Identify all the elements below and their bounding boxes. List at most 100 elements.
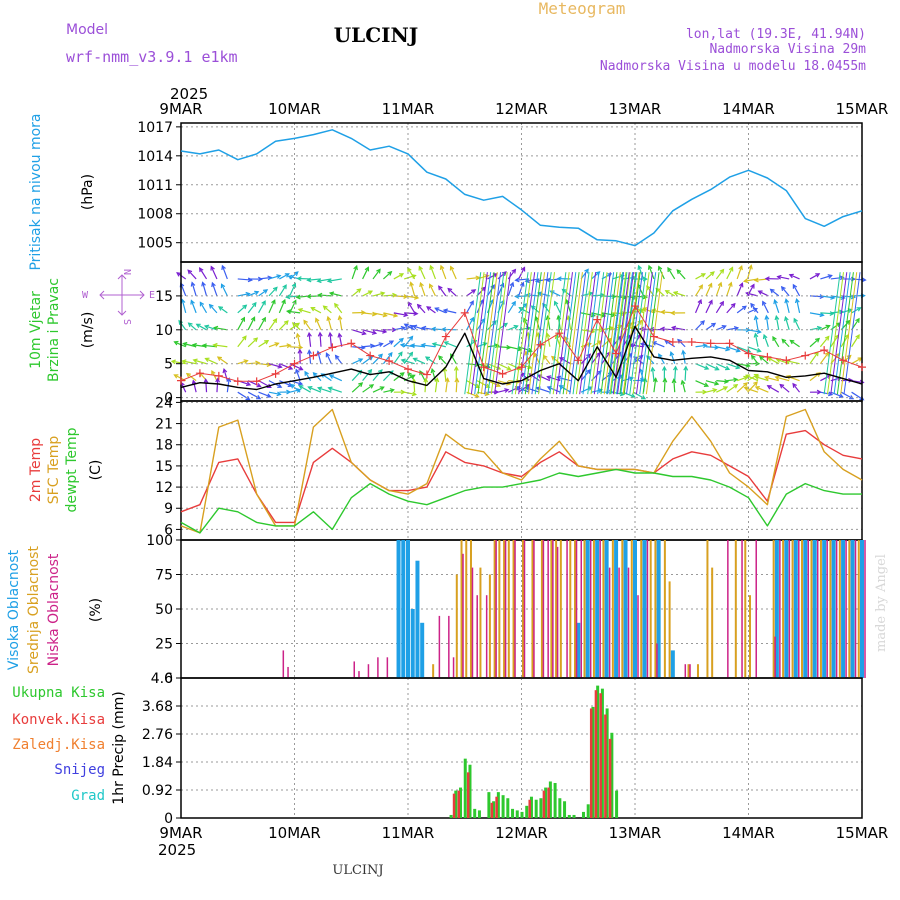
wind-arrow-head — [191, 342, 197, 348]
wind-arrow-head — [667, 266, 672, 273]
wind-arrow-head — [216, 356, 222, 361]
wind-arrow — [779, 384, 790, 393]
wind-panel: 0 5 10 15 10m Vjetar Brzina i Pravac (m/s) W E N S — [28, 261, 867, 407]
wind-arrow — [327, 316, 332, 330]
wind-arrow-head — [721, 325, 727, 330]
wind-arrow-head — [641, 395, 647, 400]
wind-arrow-head — [743, 386, 749, 392]
gust-marker — [763, 352, 772, 361]
precip-legend-label: Snijeg — [54, 762, 105, 778]
wind-arrow-head — [356, 288, 362, 293]
wind-arrow — [476, 380, 490, 388]
wind-arrow — [745, 374, 759, 382]
wind-arrow-head — [423, 377, 429, 383]
wind-arrow-strong — [590, 272, 608, 395]
wind-arrow-head — [298, 385, 304, 390]
gust-marker — [422, 370, 431, 379]
y-tick-label: 0 — [164, 391, 173, 407]
wind-arrow-head — [403, 323, 409, 329]
wind-arrow-head — [855, 334, 860, 340]
wind-arrow-head — [861, 277, 867, 283]
wind-arrow-head — [680, 379, 686, 385]
wind-arrow-head — [182, 341, 188, 347]
wind-arrow-head — [815, 337, 821, 343]
wind-arrow-strong — [826, 272, 844, 395]
wind-arrow-strong — [467, 272, 485, 395]
wind-arrow — [652, 341, 665, 348]
wind-arrow — [663, 378, 666, 393]
cloud-bar-mid — [469, 540, 472, 678]
wind-arrow-head — [276, 274, 282, 279]
wind-arrow — [820, 374, 831, 382]
wind-arrow-strong — [464, 272, 482, 395]
cloud-bar-mid — [611, 540, 614, 678]
wind-arrow — [793, 318, 801, 331]
gust-marker — [271, 369, 280, 378]
model-name: wrf-nmm_v3.9.1 e1km — [66, 48, 238, 66]
precip-bar-convective — [457, 790, 461, 818]
precip-bar-total — [529, 796, 533, 818]
gust-marker — [839, 356, 848, 365]
wind-arrow-head — [683, 365, 689, 371]
wind-arrow-head — [438, 355, 443, 361]
wind-arrow-head — [211, 369, 216, 376]
wind-arrow — [726, 363, 740, 369]
wind-arrow-head — [652, 377, 658, 383]
cloud-bar-high — [822, 540, 827, 678]
compass-north: N — [121, 269, 132, 275]
cloud-bar-low — [552, 540, 554, 678]
footer-station: ULCINJ — [332, 863, 383, 878]
wind-arrow — [213, 344, 228, 348]
wind-arrow — [591, 340, 602, 348]
y-tick-label: 25 — [155, 637, 173, 653]
cloud-bar-low — [798, 540, 800, 678]
time-label-bottom: 11MAR — [382, 824, 435, 842]
wind-arrow — [268, 391, 281, 396]
wind-arrow-head — [511, 268, 517, 274]
precip-bar-total — [586, 804, 590, 818]
wind-arrow — [781, 286, 790, 297]
wind-arrow-head — [794, 297, 800, 304]
panel-ylabel: Srednja Oblacnost — [26, 546, 42, 674]
gust-marker — [517, 363, 526, 372]
cloud-bar-low — [835, 540, 838, 678]
wind-arrow-head — [276, 391, 282, 397]
wind-arrow-head — [334, 354, 340, 360]
wind-arrow-head — [704, 365, 710, 370]
cloud-bar-mid — [503, 540, 506, 678]
wind-arrow — [338, 316, 343, 330]
wind-arrow-head — [204, 357, 210, 363]
wind-arrow — [762, 301, 769, 314]
wind-arrow-head — [781, 338, 787, 344]
wind-arrow-head — [420, 342, 426, 348]
gust-marker — [366, 351, 375, 360]
wind-arrow-head — [337, 314, 343, 321]
wind-arrow — [268, 286, 278, 297]
wind-arrow — [466, 289, 476, 297]
wind-arrow-head — [659, 326, 665, 332]
wind-arrow — [434, 378, 438, 393]
wind-arrow-head — [769, 288, 775, 294]
wind-arrow — [268, 275, 281, 280]
wind-arrow — [681, 380, 686, 393]
wind-arrow-head — [261, 300, 266, 306]
cloud-bar-low — [807, 540, 809, 678]
wind-arrow-strong — [511, 272, 529, 395]
precip-bar-convective — [547, 787, 550, 818]
wind-arrow-head — [419, 369, 424, 376]
cloud-bar-mid — [493, 540, 496, 678]
wind-arrow — [765, 376, 779, 382]
wind-arrow-head — [741, 305, 747, 311]
wind-arrow-head — [358, 358, 364, 363]
wind-arrow-head — [792, 283, 798, 289]
wind-arrow-head — [780, 285, 786, 292]
wind-arrow — [695, 344, 707, 348]
gust-marker — [725, 339, 734, 348]
wind-arrow-head — [657, 265, 663, 271]
wind-arrow-head — [409, 343, 416, 349]
wind-arrow — [466, 276, 480, 280]
wind-arrow-head — [590, 312, 596, 318]
cloud-bar-mid — [465, 540, 468, 678]
cloud-bar-high — [401, 540, 406, 678]
cloud-bar-high — [410, 609, 415, 678]
